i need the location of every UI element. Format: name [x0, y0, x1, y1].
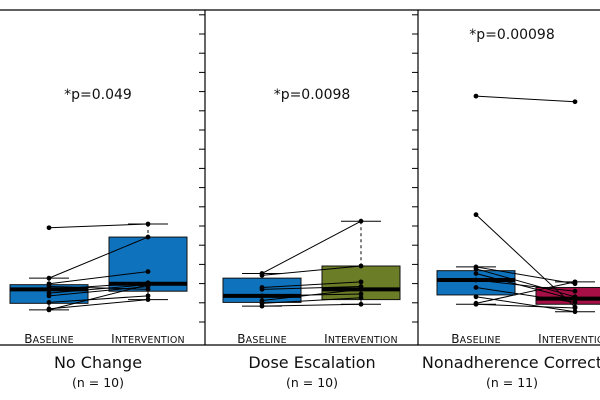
paired-line: [261, 288, 362, 302]
paired-line: [475, 279, 576, 292]
x-tick-label: INTERVENTION: [538, 332, 600, 346]
paired-line: [48, 223, 149, 229]
point-baseline: [46, 275, 52, 281]
paired-line: [475, 303, 576, 309]
point-intervention: [145, 269, 151, 274]
x-tick-label: BASELINE: [237, 332, 287, 346]
group-title: Dose Escalation: [248, 353, 375, 372]
point-intervention: [145, 297, 151, 302]
point-baseline: [259, 303, 265, 309]
point-intervention: [572, 300, 578, 305]
point-baseline: [473, 285, 479, 290]
point-baseline: [259, 293, 265, 299]
point-baseline: [473, 301, 479, 307]
paired-line: [261, 220, 362, 274]
point-baseline: [46, 307, 52, 313]
point-baseline: [46, 300, 52, 305]
panel-1: *p=0.049 BASELINE INTERVENTION No Change (n …: [9, 87, 188, 390]
point-intervention: [572, 288, 578, 294]
point-intervention: [358, 291, 364, 297]
paired-line: [261, 286, 362, 290]
point-baseline: [259, 272, 265, 278]
panel-2: *p=0.0098 BASELINE INTERVENTION Dose Escala…: [222, 87, 401, 390]
paired-line: [261, 265, 362, 276]
point-intervention: [145, 293, 151, 299]
panel-3: *p=0.00098 BASELINE INTERVENTION Nonadheren…: [422, 27, 600, 390]
point-intervention: [358, 218, 364, 224]
paired-line: [48, 286, 149, 297]
paired-line: [475, 272, 576, 301]
p-value-label: *p=0.049: [64, 87, 132, 103]
paired-line: [48, 236, 149, 279]
point-intervention: [572, 309, 578, 315]
point-baseline: [46, 225, 52, 231]
point-baseline: [473, 266, 479, 272]
point-intervention: [572, 279, 578, 285]
point-intervention: [145, 282, 151, 288]
group-title: Nonadherence Correct: [422, 353, 600, 372]
x-tick-label: INTERVENTION: [111, 332, 185, 346]
paired-line: [475, 268, 576, 298]
point-intervention: [358, 301, 364, 307]
x-tick-label: BASELINE: [451, 332, 501, 346]
paired-line: [48, 284, 149, 311]
group-n-label: (n = 11): [486, 375, 538, 390]
point-intervention: [358, 295, 364, 301]
point-baseline: [473, 277, 479, 283]
point-baseline: [46, 293, 52, 299]
paired-line: [48, 295, 149, 303]
point-intervention: [572, 305, 578, 311]
point-baseline: [473, 294, 479, 300]
paired-line: [261, 281, 362, 288]
point-intervention: [145, 221, 151, 227]
point-intervention: [358, 279, 364, 285]
point-baseline: [473, 93, 479, 99]
paired-line: [475, 266, 576, 285]
group-n-label: (n = 10): [72, 375, 124, 390]
p-value-label: *p=0.0098: [274, 87, 351, 103]
point-baseline: [46, 286, 52, 292]
x-tick-label: BASELINE: [24, 332, 74, 346]
point-baseline: [259, 286, 265, 292]
p-value-label: *p=0.00098: [469, 27, 555, 43]
group-n-label: (n = 10): [286, 375, 338, 390]
paired-line: [48, 299, 149, 310]
point-baseline: [473, 271, 479, 276]
point-baseline: [473, 212, 479, 218]
paired-line: [48, 282, 149, 290]
paired-line: [48, 284, 149, 294]
x-tick-label: INTERVENTION: [324, 332, 398, 346]
point-intervention: [572, 99, 578, 105]
paired-line: [475, 95, 576, 103]
point-intervention: [358, 286, 364, 292]
paired-line: [475, 286, 576, 303]
point-intervention: [145, 234, 151, 240]
paired-line: [475, 281, 576, 304]
paired-line: [261, 303, 362, 307]
paired-line: [48, 271, 149, 285]
paired-line: [261, 297, 362, 304]
group-title: No Change: [54, 353, 142, 372]
point-intervention: [358, 263, 364, 269]
